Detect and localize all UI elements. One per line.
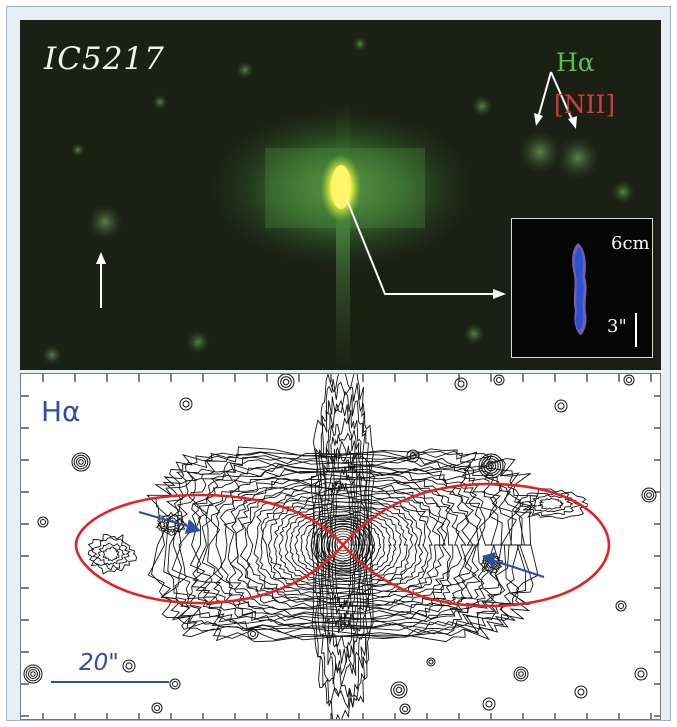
nii-filter-label: [NII] xyxy=(554,90,616,119)
lobe-outline xyxy=(74,482,611,608)
background-stars xyxy=(42,36,649,365)
radio-inset: 6cm 3" xyxy=(511,218,653,358)
nebula-contours xyxy=(87,374,588,719)
axis-ticks xyxy=(21,374,660,719)
contour-map-panel: Hα 20" xyxy=(20,373,661,720)
halpha-filter-label: Hα xyxy=(556,48,595,77)
contour-map xyxy=(21,374,660,719)
optical-image-panel: IC5217 Hα [NII] 6cm 3" xyxy=(20,20,661,370)
inset-frequency-label: 6cm xyxy=(611,233,650,254)
blue-arrows xyxy=(138,510,545,579)
contour-filter-label: Hα xyxy=(41,395,81,428)
scale-bar-label: 20" xyxy=(79,650,119,676)
inset-scale-label: 3" xyxy=(607,316,627,337)
star-contours xyxy=(23,374,657,715)
annotation-arrows xyxy=(96,71,577,308)
radio-map xyxy=(572,243,637,347)
nebula xyxy=(207,100,477,370)
optical-image xyxy=(20,20,661,370)
object-name: IC5217 xyxy=(44,41,165,77)
